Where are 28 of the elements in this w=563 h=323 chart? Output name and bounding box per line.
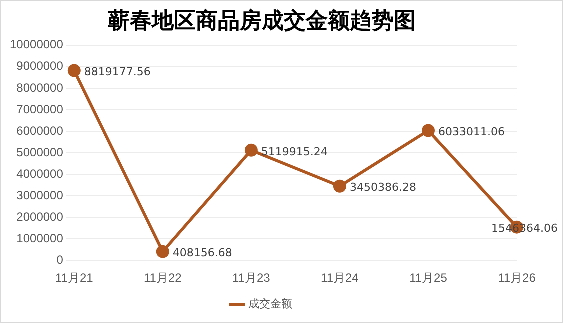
x-tick-label: 11月26	[498, 271, 536, 286]
y-tick-label: 6000000	[16, 124, 64, 138]
y-tick-label: 8000000	[16, 80, 64, 95]
legend-label: 成交金额	[248, 298, 292, 311]
data-label: 3450386.28	[350, 181, 416, 194]
y-tick-label: 4000000	[16, 166, 64, 181]
x-tick-label: 11月21	[55, 271, 94, 286]
data-label: 8819177.56	[84, 66, 151, 79]
x-tick-label: 11月23	[232, 271, 271, 286]
data-label: 6033011.06	[438, 126, 505, 139]
y-tick-label: 1000000	[16, 231, 64, 246]
y-tick-label: 5000000	[16, 145, 64, 160]
y-tick-label: 9000000	[16, 59, 64, 74]
y-tick-label: 10000000	[10, 38, 64, 52]
y-tick-label: 3000000	[16, 188, 64, 202]
y-tick-label: 7000000	[16, 102, 64, 116]
x-tick-label: 11月24	[321, 271, 360, 286]
point	[422, 124, 435, 138]
x-tick-label: 11月25	[410, 271, 448, 286]
point	[244, 144, 258, 157]
point	[156, 245, 170, 258]
chart-title: 蕲春地区商品房成交金额趋势图	[107, 8, 416, 34]
y-tick-label: 2000000	[16, 210, 64, 224]
data-label: 408156.68	[172, 246, 232, 260]
y-tick-label: 0	[56, 252, 64, 267]
point	[333, 180, 346, 193]
x-tick-label: 11月22	[144, 271, 182, 286]
data-label: 5119915.24	[261, 145, 328, 158]
